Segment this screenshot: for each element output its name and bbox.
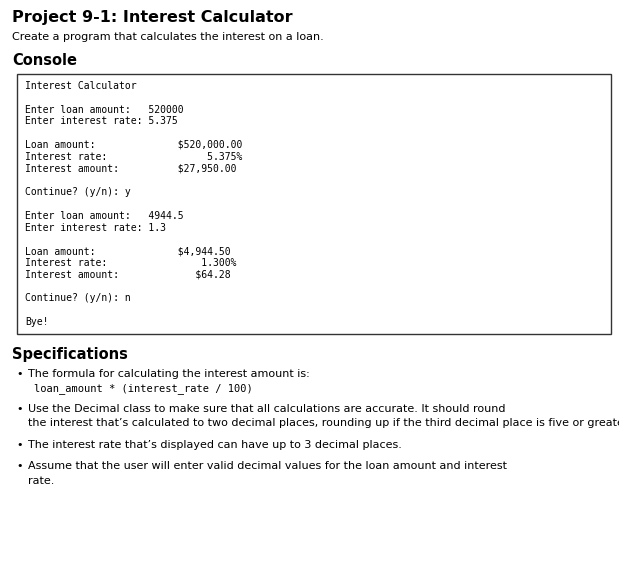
Text: Interest amount:             $64.28: Interest amount: $64.28 [25, 270, 231, 280]
Text: the interest that’s calculated to two decimal places, rounding up if the third d: the interest that’s calculated to two de… [28, 418, 619, 428]
Text: Create a program that calculates the interest on a loan.: Create a program that calculates the int… [12, 32, 324, 42]
Text: Interest Calculator: Interest Calculator [25, 81, 137, 91]
Text: The formula for calculating the interest amount is:: The formula for calculating the interest… [28, 369, 310, 379]
Text: Interest rate:                1.300%: Interest rate: 1.300% [25, 258, 236, 268]
Text: Enter loan amount:   4944.5: Enter loan amount: 4944.5 [25, 211, 184, 221]
FancyBboxPatch shape [17, 74, 611, 334]
Text: Loan amount:              $520,000.00: Loan amount: $520,000.00 [25, 140, 243, 150]
Text: •: • [16, 369, 22, 379]
Text: •: • [16, 461, 22, 471]
Text: Continue? (y/n): y: Continue? (y/n): y [25, 187, 131, 197]
Text: •: • [16, 440, 22, 450]
Text: rate.: rate. [28, 476, 54, 486]
Text: Use the Decimal class to make sure that all calculations are accurate. It should: Use the Decimal class to make sure that … [28, 404, 506, 414]
Text: Loan amount:              $4,944.50: Loan amount: $4,944.50 [25, 246, 231, 256]
Text: Enter interest rate: 1.3: Enter interest rate: 1.3 [25, 223, 166, 233]
Text: loan_amount * (interest_rate / 100): loan_amount * (interest_rate / 100) [34, 383, 253, 394]
Text: Interest rate:                 5.375%: Interest rate: 5.375% [25, 152, 243, 162]
Text: Bye!: Bye! [25, 317, 48, 327]
Text: Enter loan amount:   520000: Enter loan amount: 520000 [25, 105, 184, 115]
Text: Project 9-1: Interest Calculator: Project 9-1: Interest Calculator [12, 10, 293, 25]
Text: Assume that the user will enter valid decimal values for the loan amount and int: Assume that the user will enter valid de… [28, 461, 507, 471]
Text: Interest amount:          $27,950.00: Interest amount: $27,950.00 [25, 164, 236, 173]
Text: Continue? (y/n): n: Continue? (y/n): n [25, 293, 131, 303]
Text: Console: Console [12, 53, 77, 68]
Text: •: • [16, 404, 22, 414]
Text: The interest rate that’s displayed can have up to 3 decimal places.: The interest rate that’s displayed can h… [28, 440, 402, 450]
Text: Enter interest rate: 5.375: Enter interest rate: 5.375 [25, 116, 178, 127]
Text: Specifications: Specifications [12, 347, 128, 362]
